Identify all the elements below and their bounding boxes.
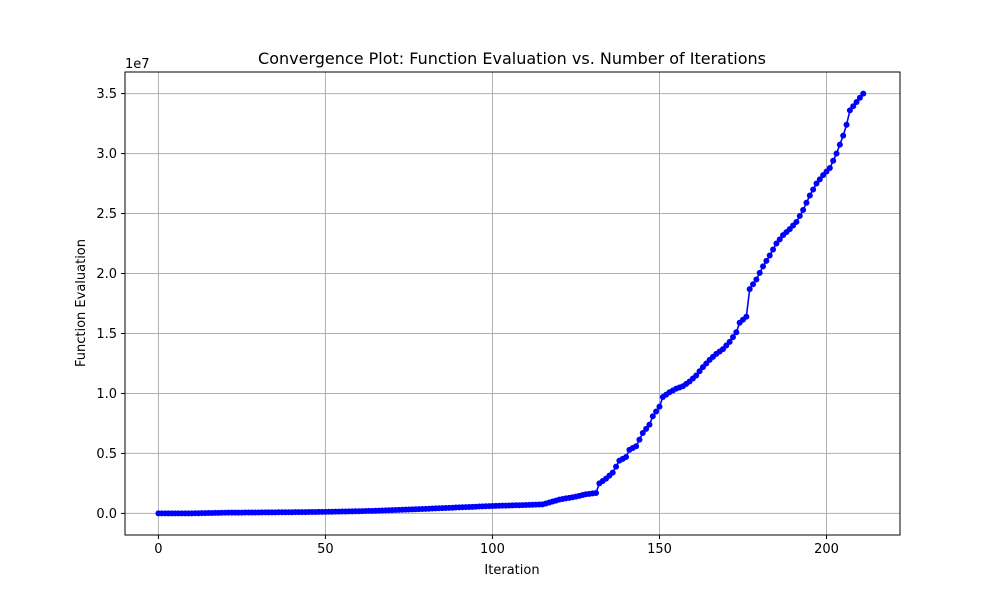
data-point: [833, 150, 840, 157]
data-point: [843, 121, 850, 128]
data-point: [646, 421, 653, 428]
data-point: [826, 164, 833, 171]
data-point: [636, 436, 643, 443]
x-tick-label: 100: [480, 542, 505, 557]
x-tick-label: 50: [317, 542, 334, 557]
data-point: [813, 180, 820, 187]
axis-ticks: 0 50 100 150 200 0.0 0.5 1.0 1.5 2.0 2.5 3.0 3.5: [96, 87, 839, 557]
x-tick-label: 200: [814, 542, 839, 557]
data-point: [836, 141, 843, 148]
x-axis-title: Iteration: [484, 563, 539, 578]
y-tick-label: 3.5: [96, 87, 117, 102]
data-point: [729, 334, 736, 341]
data-point: [860, 90, 867, 97]
data-point: [793, 218, 800, 225]
data-point: [693, 372, 700, 379]
data-point: [830, 157, 837, 164]
y-tick-label: 3.0: [96, 147, 117, 162]
data-point: [593, 490, 600, 497]
data-point: [750, 281, 757, 288]
series-line: [158, 93, 864, 515]
data-point: [766, 252, 773, 259]
data-point: [853, 98, 860, 105]
data-point: [816, 176, 823, 183]
grid-lines: [125, 72, 900, 535]
data-point: [633, 443, 640, 450]
data-point: [649, 413, 656, 420]
y-axis-offset-text: 1e7: [125, 57, 150, 72]
data-point: [746, 286, 753, 293]
x-tick-label: 0: [154, 542, 162, 557]
data-point: [776, 236, 783, 243]
plot-area-frame: [124, 71, 901, 536]
data-point: [850, 103, 857, 110]
data-point: [726, 338, 733, 345]
data-point: [796, 212, 803, 219]
data-point: [643, 425, 650, 432]
data-point: [653, 408, 660, 415]
chart-title: Convergence Plot: Function Evaluation vs…: [258, 49, 766, 68]
data-point: [806, 192, 813, 199]
y-tick-label: 2.0: [96, 267, 117, 282]
y-tick-label: 1.0: [96, 387, 117, 402]
data-point: [770, 246, 777, 253]
y-tick-label: 1.5: [96, 327, 117, 342]
data-point: [743, 313, 750, 320]
data-point: [613, 463, 620, 470]
x-tick-label: 150: [647, 542, 672, 557]
data-point: [773, 240, 780, 247]
series-markers: [155, 90, 867, 517]
y-tick-label: 0.0: [96, 507, 117, 522]
data-point: [840, 132, 847, 139]
data-point: [609, 469, 616, 476]
data-point: [756, 269, 763, 276]
data-point: [846, 107, 853, 114]
data-point: [810, 186, 817, 193]
y-tick-label: 2.5: [96, 207, 117, 222]
data-point: [803, 199, 810, 206]
data-point: [623, 454, 630, 461]
data-point: [696, 368, 703, 375]
y-axis-title: Function Evaluation: [74, 239, 89, 367]
data-point: [800, 206, 807, 213]
y-tick-label: 0.5: [96, 447, 117, 462]
data-point: [639, 430, 646, 437]
data-point: [856, 94, 863, 101]
data-point: [656, 403, 663, 410]
data-point: [763, 257, 770, 264]
data-point: [760, 263, 767, 270]
data-point: [733, 329, 740, 336]
data-point: [753, 276, 760, 283]
